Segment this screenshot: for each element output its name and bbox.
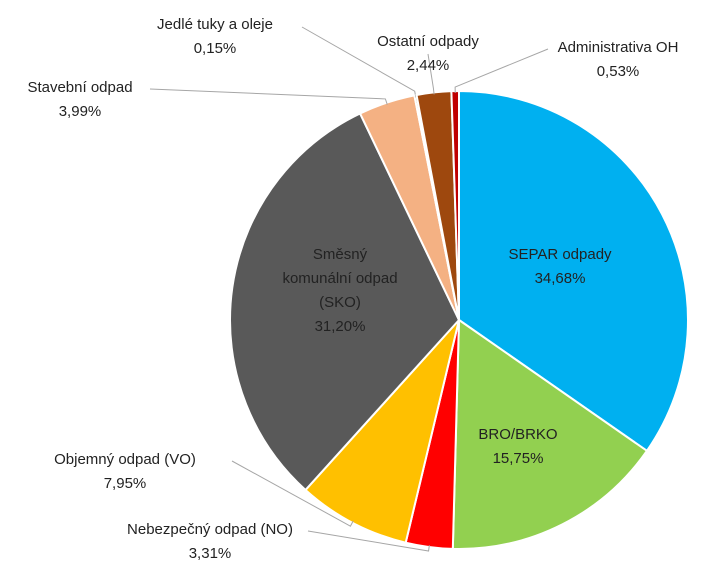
category-label: SEPAR odpady xyxy=(508,246,612,263)
category-label: Jedlé tuky a oleje xyxy=(157,16,273,33)
leader-line xyxy=(301,26,417,98)
pie-slice xyxy=(229,112,461,492)
value-label: 3,99% xyxy=(58,103,102,120)
slice-label: Objemný odpad (VO) 7,95% xyxy=(10,448,240,496)
leader-line xyxy=(307,530,430,552)
slice-label: Jedlé tuky a oleje 0,15% xyxy=(125,13,305,61)
leader-line xyxy=(149,88,388,105)
category-label: Nebezpečný odpad (NO) xyxy=(127,521,293,538)
value-label: 7,95% xyxy=(103,475,147,492)
value-label: 31,20% xyxy=(314,318,366,335)
pie-slice xyxy=(458,89,689,453)
leader-line xyxy=(231,460,354,527)
category-label: BRO/BRKO xyxy=(478,426,558,443)
category-label: Stavební odpad xyxy=(27,79,133,96)
category-label: Administrativa OH xyxy=(557,39,679,56)
category-label: Ostatní odpady xyxy=(377,33,479,50)
value-label: 2,44% xyxy=(406,57,450,74)
slice-label: BRO/BRKO 15,75% xyxy=(458,423,578,471)
slice-label: Nebezpečný odpad (NO) 3,31% xyxy=(80,518,340,565)
value-label: 3,31% xyxy=(188,545,232,562)
leader-line xyxy=(454,48,549,94)
leader-line xyxy=(427,53,435,95)
slice-label: SEPAR odpady 34,68% xyxy=(480,243,640,291)
category-label: Objemný odpad (VO) xyxy=(54,451,196,468)
pie-slice xyxy=(451,318,649,550)
slice-label: Ostatní odpady 2,44% xyxy=(348,30,508,78)
slice-label: Administrativa OH 0,53% xyxy=(533,36,703,84)
slice-label: Stavební odpad 3,99% xyxy=(0,76,160,124)
value-label: 34,68% xyxy=(534,270,586,287)
value-label: 0,15% xyxy=(193,40,237,57)
value-label: 0,53% xyxy=(596,63,640,80)
slice-label: Směsný komunální odpad (SKO) 31,20% xyxy=(280,243,400,339)
category-label: Směsný komunální odpad (SKO) xyxy=(282,246,398,311)
value-label: 15,75% xyxy=(492,450,544,467)
